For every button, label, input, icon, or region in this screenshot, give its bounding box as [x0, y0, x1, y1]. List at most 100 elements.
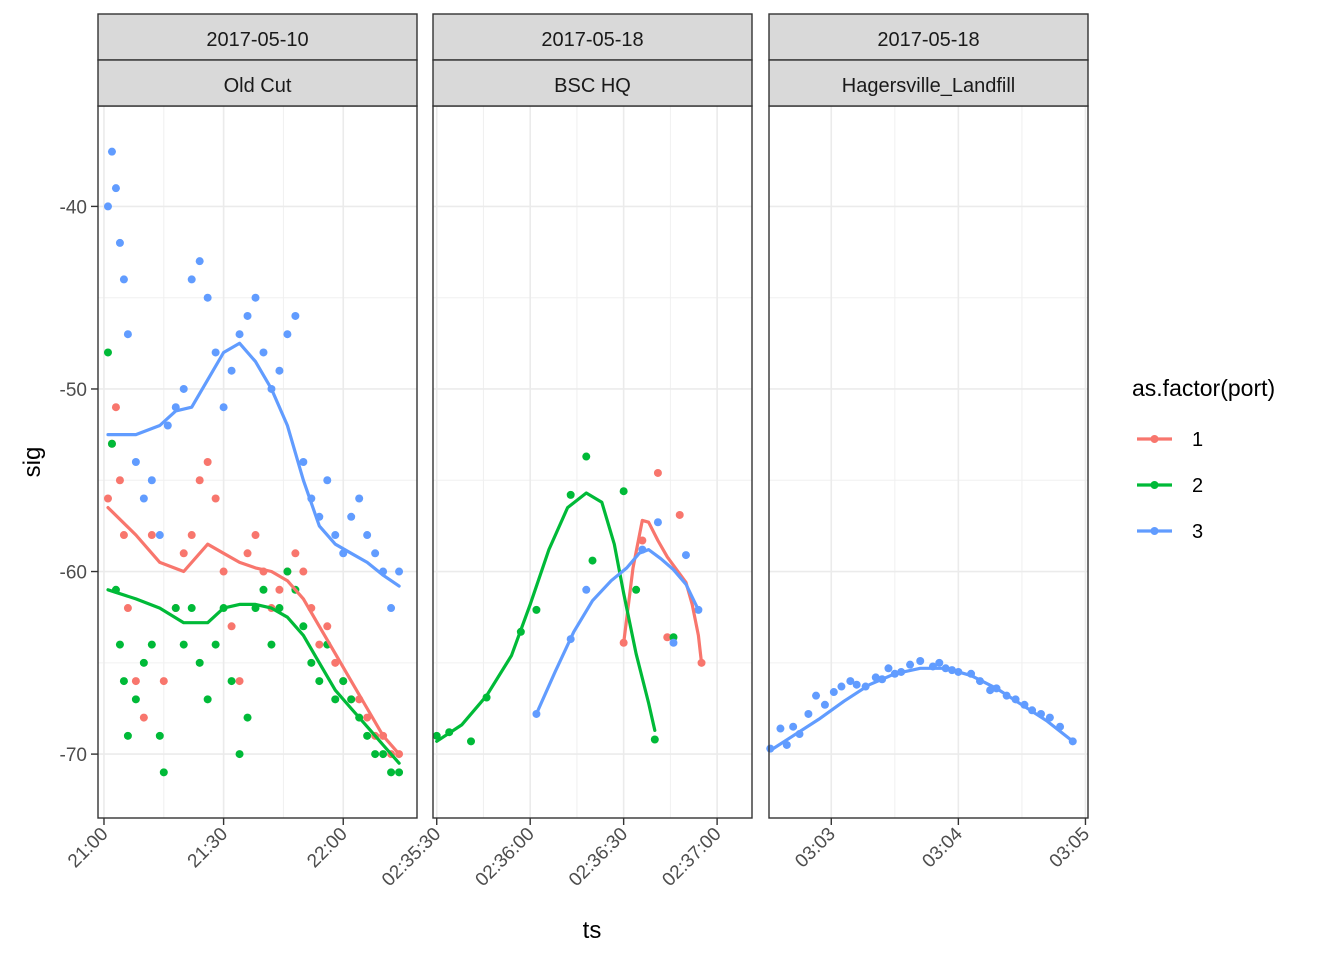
y-tick-label: -50: [60, 380, 87, 401]
data-point: [387, 604, 396, 613]
data-point: [147, 531, 156, 540]
data-point: [119, 275, 128, 284]
data-point: [566, 490, 575, 499]
strip-top-background: [97, 13, 418, 61]
data-point: [171, 604, 180, 613]
series-3-points: [766, 656, 1077, 753]
data-point: [347, 695, 356, 704]
data-point: [331, 658, 340, 667]
data-point: [632, 585, 641, 594]
data-point: [307, 658, 316, 667]
data-point: [275, 585, 284, 594]
data-point: [829, 688, 838, 697]
data-point: [123, 330, 132, 339]
data-point: [363, 713, 372, 722]
data-point: [299, 458, 308, 466]
x-tick-label: 21:30: [184, 824, 232, 872]
data-point: [119, 677, 128, 686]
data-point: [906, 660, 915, 669]
data-point: [131, 677, 140, 686]
data-point: [395, 567, 404, 576]
legend-title: as.factor(port): [1132, 375, 1275, 401]
series-1-smooth-line: [106, 506, 401, 756]
data-point: [291, 311, 300, 320]
x-tick-label: 03:04: [918, 823, 967, 872]
data-point: [789, 722, 798, 731]
facet-panel-1: 2017-05-10 Old Cut 21:00 21:30 22:00: [64, 13, 418, 872]
data-point: [203, 458, 212, 466]
data-point: [103, 202, 112, 211]
data-point: [147, 476, 156, 485]
data-point: [187, 604, 196, 613]
data-point: [179, 384, 188, 393]
data-point: [331, 531, 340, 540]
data-point: [663, 633, 672, 642]
y-axis: -70 -60 -50 -40: [60, 197, 98, 766]
x-tick-label: 02:36:00: [472, 824, 539, 891]
data-point: [211, 348, 220, 357]
legend-label: 3: [1192, 521, 1203, 543]
data-point: [111, 403, 120, 412]
data-point: [283, 330, 292, 339]
legend-entry-1: 1: [1137, 429, 1203, 451]
data-point: [163, 421, 172, 430]
data-point: [235, 750, 244, 759]
data-point: [107, 147, 116, 156]
data-point: [1045, 713, 1054, 722]
data-point: [650, 735, 659, 744]
data-point: [582, 452, 591, 461]
data-point: [669, 633, 678, 642]
data-point: [275, 366, 284, 375]
legend-key-point: [1150, 527, 1159, 535]
data-point: [131, 695, 140, 704]
data-point: [315, 677, 324, 686]
data-point: [115, 640, 124, 649]
data-point: [123, 604, 132, 613]
legend: as.factor(port) 1 2 3: [1132, 375, 1275, 543]
data-point: [259, 348, 268, 357]
data-point: [195, 257, 204, 266]
data-point: [179, 549, 188, 558]
data-point: [323, 622, 332, 631]
data-point: [195, 476, 204, 485]
data-point: [235, 330, 244, 339]
data-point: [219, 403, 228, 412]
data-point: [681, 551, 690, 560]
data-point: [123, 731, 132, 740]
x-tick-label: 02:35:30: [378, 824, 445, 891]
x-tick-label: 02:37:00: [658, 824, 725, 891]
series-2-points: [103, 348, 404, 777]
data-point: [227, 366, 236, 375]
data-point: [155, 531, 164, 540]
x-tick-label: 21:00: [64, 824, 112, 872]
data-point: [432, 731, 441, 740]
strip-top-label: 2017-05-18: [877, 29, 979, 51]
legend-entry-2: 2: [1137, 475, 1203, 497]
data-point: [837, 682, 846, 691]
data-point: [251, 293, 260, 302]
data-point: [363, 531, 372, 540]
data-point: [111, 184, 120, 193]
data-point: [846, 677, 855, 686]
data-point: [235, 677, 244, 686]
data-point: [804, 709, 813, 718]
data-point: [916, 656, 925, 665]
legend-label: 2: [1192, 475, 1203, 497]
facet-panel-2: 2017-05-18 BSC HQ 02:35:30 02:36:00 02:36:30…: [378, 13, 753, 891]
legend-key-point: [1150, 481, 1159, 489]
series-2-smooth-line: [106, 588, 401, 765]
data-point: [179, 640, 188, 649]
data-point: [211, 640, 220, 649]
data-point: [299, 567, 308, 576]
data-point: [299, 622, 308, 631]
data-point: [339, 677, 348, 686]
strip-bottom-label: Old Cut: [224, 75, 292, 97]
data-point: [653, 468, 662, 477]
data-point: [187, 531, 196, 540]
data-point: [251, 531, 260, 540]
data-point: [820, 700, 829, 709]
x-tick-label: 22:00: [303, 824, 351, 872]
data-point: [159, 677, 168, 686]
series-3-smooth-line: [534, 548, 700, 716]
